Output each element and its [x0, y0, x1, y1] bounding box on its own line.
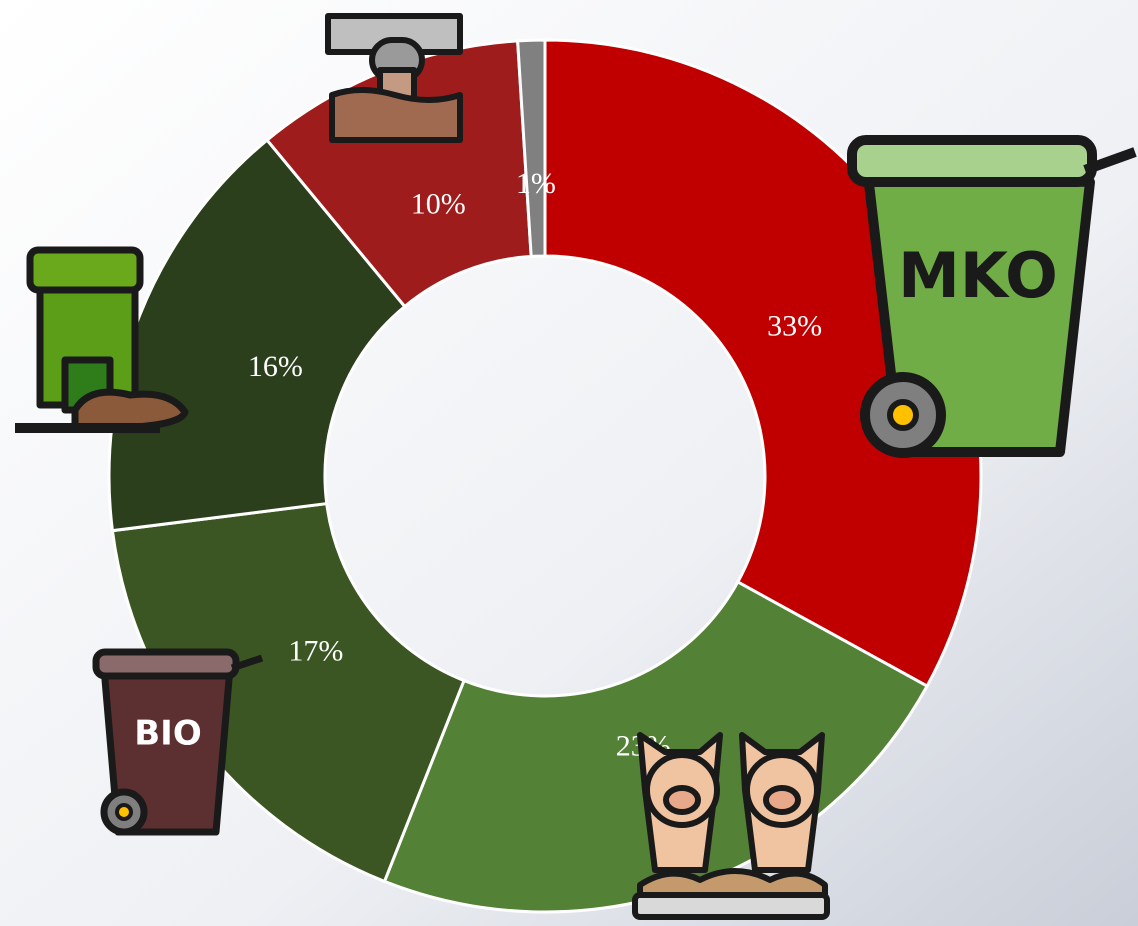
- bio-label: BIO: [134, 714, 201, 754]
- value-label: 17%: [288, 635, 343, 668]
- value-label: 33%: [767, 309, 822, 342]
- mko-label: MKO: [898, 239, 1058, 312]
- value-label: 10%: [411, 187, 466, 220]
- value-label: 16%: [248, 350, 303, 383]
- value-label: 1%: [516, 167, 556, 200]
- chart: 33%23%17%16%10%1% MKO BIO: [0, 0, 1138, 926]
